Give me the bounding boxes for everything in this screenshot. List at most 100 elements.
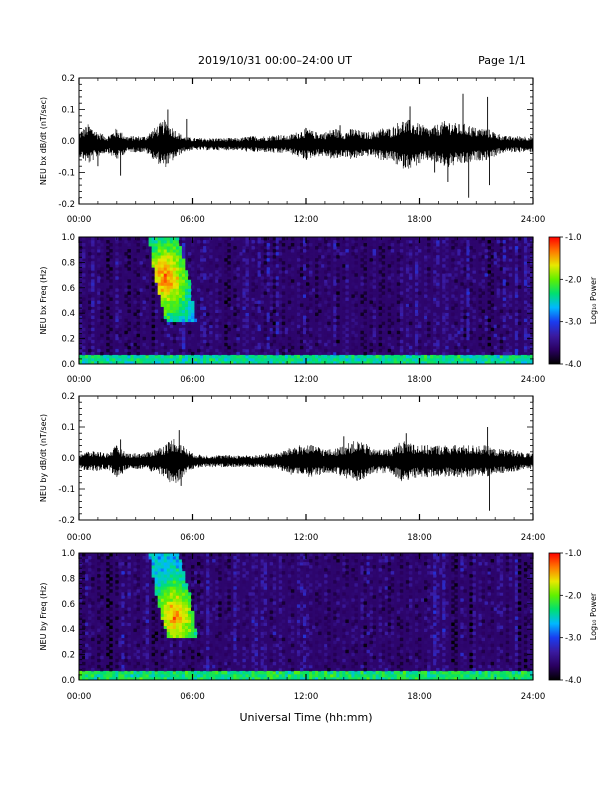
spectrogram-cell [457, 354, 461, 359]
spectrogram-cell [496, 336, 501, 341]
spectrogram-cell [245, 595, 249, 599]
spectrogram-cell [448, 360, 452, 365]
spectrogram-cell [309, 255, 313, 259]
spectrogram-cell [127, 667, 131, 672]
spectrogram-cell [442, 327, 446, 332]
spectrogram-cell [463, 255, 467, 259]
spectrogram-cell [324, 586, 328, 590]
spectrogram-cell [181, 360, 186, 365]
spectrogram-cell [396, 270, 401, 274]
spectrogram-cell [124, 562, 128, 566]
spectrogram-cell [517, 315, 522, 320]
spectrogram-cell [236, 625, 240, 629]
spectrogram-cell [254, 652, 258, 657]
spectrogram-cell [109, 309, 113, 313]
spectrogram-cell [88, 628, 92, 633]
spectrogram-cell [309, 243, 313, 247]
spectrogram-cell [375, 354, 380, 359]
spectrogram-cell [309, 649, 313, 654]
spectrogram-cell [287, 562, 292, 566]
spectrogram-cell [324, 318, 328, 323]
spectrogram-cell [375, 357, 380, 362]
spectrogram-cell [487, 288, 492, 292]
spectrogram-cell [514, 267, 519, 271]
spectrogram-cell [169, 315, 174, 320]
spectrogram-cell [414, 309, 419, 313]
spectrogram-cell [118, 619, 122, 623]
spectrogram-cell [260, 586, 265, 590]
spectrogram-cell [306, 646, 310, 651]
spectrogram-cell [369, 264, 373, 268]
spectrogram-cell [296, 252, 301, 256]
spectrogram-cell [88, 306, 92, 310]
spectrogram-cell [378, 357, 383, 362]
spectrogram-cell [206, 288, 210, 292]
spectrogram-cell [478, 252, 482, 256]
spectrogram-cell [436, 291, 440, 295]
spectrogram-cell [369, 252, 373, 256]
spectrogram-cell [97, 252, 101, 256]
spectrogram-cell [502, 351, 507, 356]
spectrogram-cell [127, 571, 131, 575]
spectrogram-cell [508, 246, 513, 250]
spectrogram-cell [227, 619, 231, 623]
spectrogram-cell [181, 315, 186, 320]
spectrogram-cell [263, 649, 268, 654]
spectrogram-cell [236, 243, 240, 247]
spectrogram-cell [206, 589, 210, 593]
spectrogram-cell [82, 264, 86, 268]
spectrogram-cell [296, 619, 301, 623]
spectrogram-cell [478, 276, 482, 280]
spectrogram-cell [181, 631, 186, 636]
spectrogram-cell [224, 568, 228, 572]
spectrogram-cell [215, 270, 219, 274]
spectrogram-cell [169, 562, 174, 566]
spectrogram-cell [224, 246, 228, 250]
spectrogram-cell [287, 574, 292, 578]
spectrogram-cell [172, 589, 177, 593]
spectrogram-cell [97, 598, 101, 602]
spectrogram-cell [402, 357, 407, 362]
spectrogram-cell [342, 240, 346, 244]
spectrogram-cell [269, 264, 274, 268]
spectrogram-cell [187, 613, 192, 617]
spectrogram-cell [372, 333, 377, 338]
spectrogram-cell [309, 261, 313, 265]
spectrogram-cell [88, 276, 92, 280]
spectrogram-cell [190, 300, 195, 304]
spectrogram-cell [172, 252, 177, 256]
spectrogram-cell [414, 282, 419, 286]
spectrogram-cell [181, 261, 186, 265]
spectrogram-cell [154, 589, 159, 593]
spectrogram-cell [324, 604, 328, 608]
spectrogram-cell [206, 607, 210, 611]
spectrogram-cell [142, 294, 146, 298]
spectrogram-cell [151, 628, 156, 633]
spectrogram-cell [97, 276, 101, 280]
spectrogram-cell [175, 285, 180, 289]
spectrogram-cell [163, 661, 168, 666]
spectrogram-cell [451, 318, 455, 323]
spectrogram-cell [478, 282, 482, 286]
spectrogram-cell [360, 300, 364, 304]
spectrogram-cell [342, 673, 346, 678]
spectrogram-cell [281, 607, 286, 611]
spectrogram-cell [184, 583, 189, 587]
spectrogram-cell [127, 327, 131, 332]
spectrogram-cell [272, 351, 277, 356]
spectrogram-cell [281, 303, 286, 307]
spectrogram-cell [405, 267, 410, 271]
spectrogram-cell [209, 613, 213, 617]
spectrogram-cell [115, 342, 119, 347]
spectrogram-cell [360, 330, 364, 335]
spectrogram-cell [263, 285, 268, 289]
spectrogram-cell [417, 333, 422, 338]
spectrogram-cell [148, 357, 153, 362]
spectrogram-cell [266, 357, 271, 362]
spectrogram-cell [451, 306, 455, 310]
spectrogram-cell [91, 357, 95, 362]
spectrogram-cell [112, 357, 116, 362]
spectrogram-cell [154, 258, 159, 262]
spectrogram-cell [115, 270, 119, 274]
spectrogram-cell [163, 595, 168, 599]
